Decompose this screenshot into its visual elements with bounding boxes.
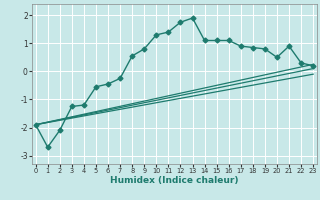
X-axis label: Humidex (Indice chaleur): Humidex (Indice chaleur) — [110, 176, 239, 185]
